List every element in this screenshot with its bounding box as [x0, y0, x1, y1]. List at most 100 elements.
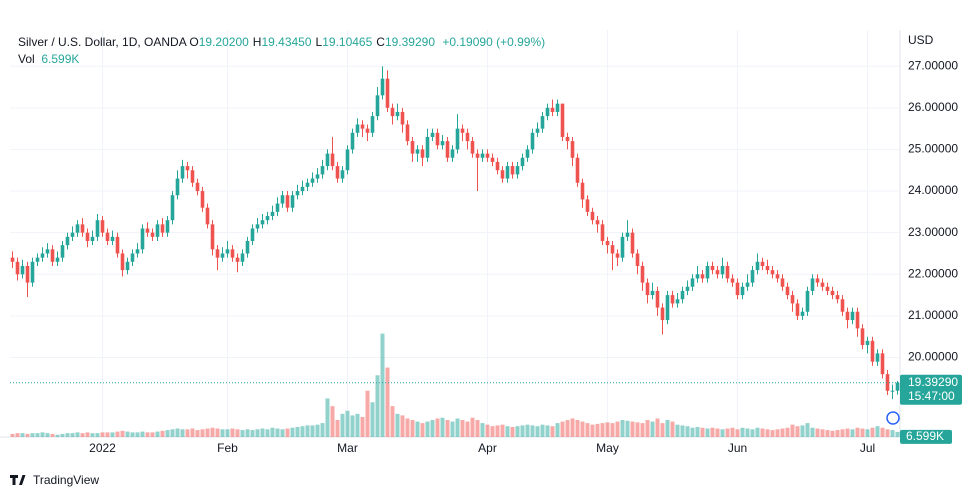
volume-bar [90, 433, 95, 437]
volume-bar [360, 416, 365, 437]
candle-body [850, 311, 855, 321]
candle-body [780, 278, 785, 287]
candle-body [580, 182, 585, 200]
candle-body [400, 111, 405, 125]
volume-bar [715, 428, 720, 437]
candle-body [695, 274, 700, 279]
candle-body [365, 128, 370, 133]
volume-bar [735, 429, 740, 437]
volume-bar [135, 432, 140, 437]
ohlc-value: 19.39290 [384, 35, 436, 49]
candle-body [420, 149, 425, 158]
volume-bar [490, 426, 495, 437]
volume-tag [900, 429, 952, 444]
volume-bar [45, 433, 50, 437]
candle-body [165, 220, 170, 233]
volume-bar [430, 420, 435, 437]
candle-body [745, 282, 750, 287]
volume-bar [20, 433, 25, 437]
candle-body [505, 166, 510, 179]
ohlc-key: H [252, 35, 262, 49]
candle-body [315, 174, 320, 179]
candle-body [185, 166, 190, 171]
candle-body [650, 290, 655, 296]
volume-bar [800, 425, 805, 437]
volume-bar [300, 426, 305, 437]
x-tick-label: Jun [728, 441, 747, 455]
volume-bar [705, 428, 710, 437]
candle-body [620, 236, 625, 258]
candle-body [475, 153, 480, 158]
last-price-label: 19.39290 [908, 375, 958, 389]
volume-bar [875, 426, 880, 437]
change: +0.19090 (+0.99%) [442, 35, 546, 49]
volume-key: Vol [18, 52, 35, 66]
candle-body [110, 236, 115, 241]
candle-body [740, 286, 745, 296]
candle-body [805, 290, 810, 312]
candle-body [235, 257, 240, 262]
volume-bar [290, 427, 295, 437]
candle-body [875, 353, 880, 362]
volume-bar [405, 418, 410, 437]
candle-body [260, 220, 265, 225]
candle-body [345, 149, 350, 171]
volume-bar [860, 428, 865, 437]
candle-body [105, 232, 110, 241]
volume-bar [240, 430, 245, 437]
candle-body [635, 253, 640, 266]
volume-bar [745, 428, 750, 437]
volume-bar [865, 429, 870, 437]
volume-bar [215, 428, 220, 437]
volume-bar [220, 429, 225, 437]
candle-body [670, 295, 675, 304]
volume-bar [15, 433, 20, 437]
volume-bar [450, 421, 455, 437]
candle-body [455, 128, 460, 150]
candle-body [720, 265, 725, 275]
y-tick-label: 21.00000 [908, 308, 958, 322]
volume-bar [460, 420, 465, 437]
candle-body [35, 257, 40, 262]
candle-body [845, 311, 850, 321]
candle-body [370, 116, 375, 133]
volume-bar [255, 429, 260, 437]
volume-bar [275, 428, 280, 437]
candle-body [460, 128, 465, 133]
volume-bar [540, 424, 545, 437]
volume-bar [180, 429, 185, 437]
candle-body [160, 224, 165, 233]
volume-bar [885, 429, 890, 437]
candle-body [470, 141, 475, 154]
volume-bar [525, 424, 530, 437]
volume-bar [845, 428, 850, 437]
volume-bar [665, 420, 670, 437]
volume-bar [805, 423, 810, 437]
volume-bar [485, 424, 490, 437]
candle-body [665, 295, 670, 321]
symbol-title: Silver / U.S. Dollar, 1D, OANDA [18, 35, 187, 49]
volume-bar [80, 433, 85, 437]
volume-bar [195, 430, 200, 437]
volume-bar [750, 429, 755, 437]
candle-body [500, 170, 505, 179]
ohlc-values: O19.20200 H19.43450 L19.10465 C19.39290 [189, 35, 439, 49]
candle-body [270, 211, 275, 217]
candle-body [815, 278, 820, 283]
candle-body [860, 328, 865, 346]
volume-bar [625, 420, 630, 437]
volume-bar [510, 426, 515, 437]
candle-body [195, 182, 200, 192]
candle-body [135, 249, 140, 254]
volume-bar [370, 402, 375, 437]
candle-body [605, 240, 610, 246]
candle-body [280, 195, 285, 204]
candle-body [680, 290, 685, 300]
volume-bar [520, 425, 525, 437]
candle-body [150, 232, 155, 237]
volume-bar [720, 429, 725, 437]
volume-bar [455, 418, 460, 437]
candle-body [855, 311, 860, 329]
